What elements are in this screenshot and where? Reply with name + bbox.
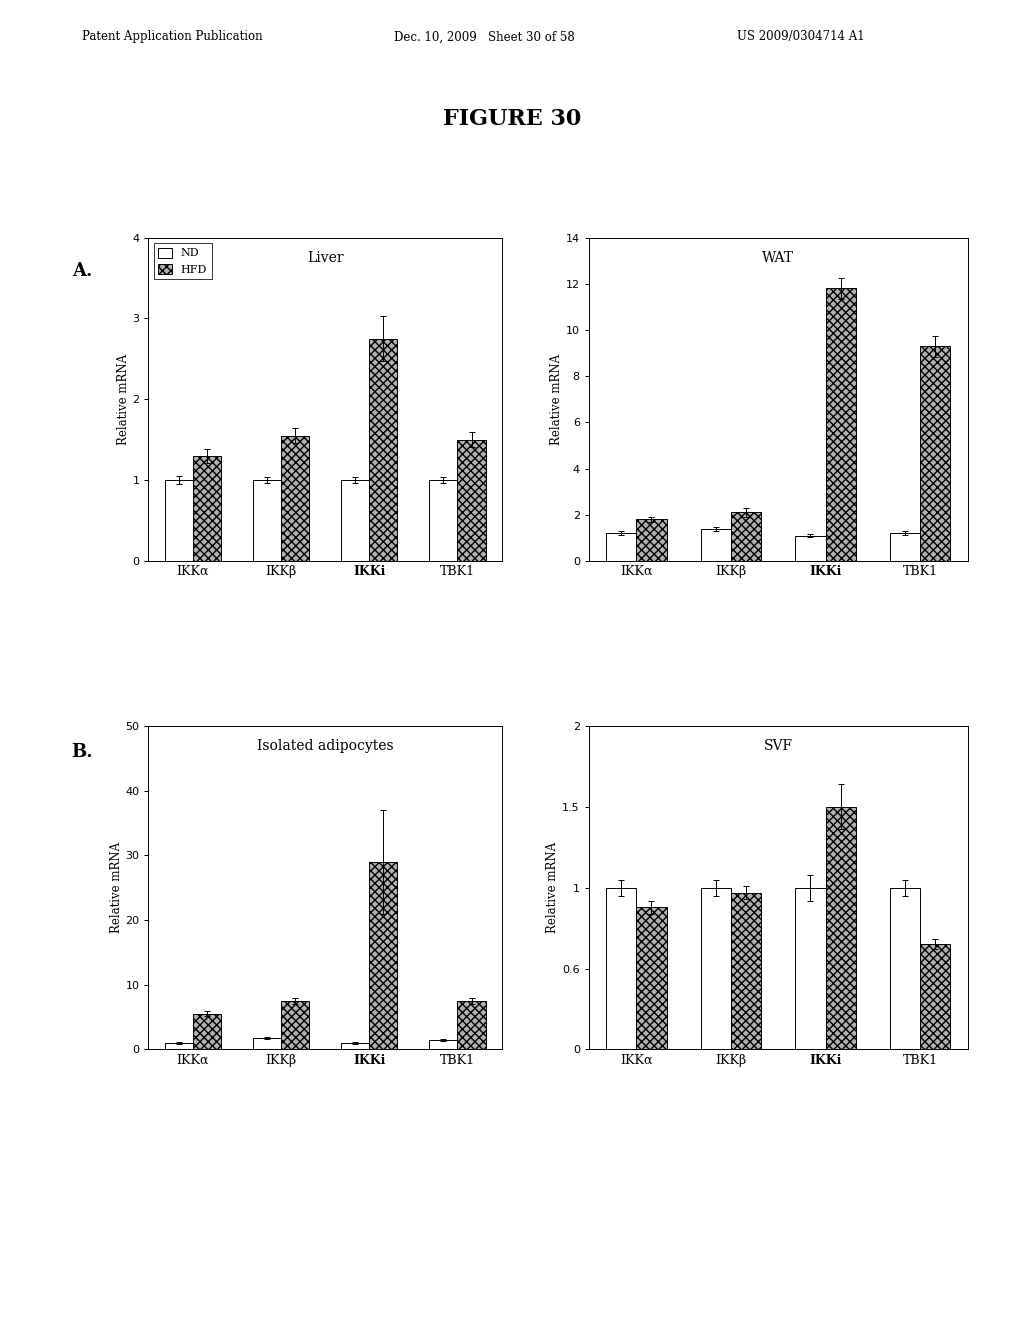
Bar — [370, 339, 397, 561]
Bar — [253, 1038, 281, 1049]
Text: Dec. 10, 2009   Sheet 30 of 58: Dec. 10, 2009 Sheet 30 of 58 — [394, 30, 575, 44]
Y-axis label: Relative mRNA: Relative mRNA — [547, 842, 559, 933]
Bar — [636, 520, 667, 561]
Bar — [890, 888, 921, 1049]
Text: B.: B. — [72, 743, 93, 762]
Text: A.: A. — [72, 261, 92, 280]
Bar — [636, 907, 667, 1049]
Legend: ND, HFD: ND, HFD — [154, 243, 212, 279]
Bar — [429, 480, 458, 561]
Bar — [921, 346, 950, 561]
Bar — [458, 440, 485, 561]
Bar — [890, 533, 921, 561]
Text: WAT: WAT — [762, 251, 795, 264]
Bar — [193, 455, 221, 561]
Bar — [731, 892, 761, 1049]
Text: FIGURE 30: FIGURE 30 — [442, 108, 582, 129]
Text: SVF: SVF — [764, 739, 793, 752]
Bar — [341, 480, 370, 561]
Bar — [429, 1040, 458, 1049]
Text: Isolated adipocytes: Isolated adipocytes — [257, 739, 393, 752]
Bar — [253, 480, 281, 561]
Bar — [281, 436, 309, 561]
Bar — [921, 944, 950, 1049]
Bar — [165, 480, 193, 561]
Bar — [165, 1043, 193, 1049]
Bar — [700, 888, 731, 1049]
Text: Liver: Liver — [307, 251, 343, 264]
Bar — [796, 888, 825, 1049]
Bar — [341, 1043, 370, 1049]
Bar — [796, 536, 825, 561]
Y-axis label: Relative mRNA: Relative mRNA — [550, 354, 563, 445]
Bar — [731, 512, 761, 561]
Bar — [700, 529, 731, 561]
Bar — [606, 888, 636, 1049]
Bar — [606, 533, 636, 561]
Bar — [825, 807, 856, 1049]
Y-axis label: Relative mRNA: Relative mRNA — [117, 354, 130, 445]
Bar — [370, 862, 397, 1049]
Y-axis label: Relative mRNA: Relative mRNA — [110, 842, 123, 933]
Bar — [825, 289, 856, 561]
Bar — [193, 1014, 221, 1049]
Bar — [458, 1001, 485, 1049]
Text: Patent Application Publication: Patent Application Publication — [82, 30, 262, 44]
Text: US 2009/0304714 A1: US 2009/0304714 A1 — [737, 30, 865, 44]
Bar — [281, 1001, 309, 1049]
